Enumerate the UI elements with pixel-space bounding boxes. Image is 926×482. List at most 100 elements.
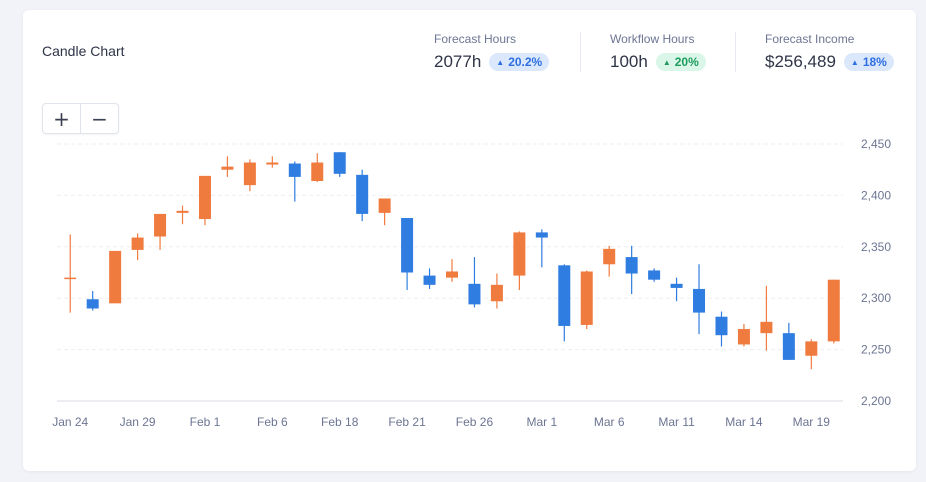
stat-forecast-income: Forecast Income $256,489 ▲ 18% (765, 32, 894, 72)
candle[interactable] (490, 273, 503, 309)
candle[interactable] (333, 152, 346, 177)
stat-value: 2077h (434, 52, 482, 71)
y-tick-label: 2,350 (861, 240, 891, 254)
candle[interactable] (648, 268, 661, 282)
candle[interactable] (446, 259, 458, 282)
candle[interactable] (513, 231, 526, 290)
stat-label: Forecast Hours (434, 32, 517, 46)
candle-body (86, 299, 99, 309)
candle-body (715, 316, 728, 336)
stat-workflow-hours: Workflow Hours 100h ▲ 20% (610, 32, 706, 72)
candle-body (648, 270, 661, 280)
candle[interactable] (266, 156, 279, 168)
candle-body (109, 250, 122, 304)
arrow-up-icon: ▲ (662, 57, 671, 67)
stat-label: Forecast Income (765, 32, 855, 46)
candle-body (535, 232, 548, 238)
candle[interactable] (401, 218, 414, 290)
change-badge: ▲ 20.2% (489, 53, 550, 71)
candle[interactable] (198, 175, 211, 226)
candle[interactable] (109, 250, 122, 304)
candle-body (446, 271, 458, 278)
candle[interactable] (288, 161, 301, 202)
x-tick-label: Feb 6 (257, 415, 288, 429)
x-tick-label: Feb 26 (456, 415, 494, 429)
candle[interactable] (468, 257, 481, 308)
candle-body (827, 279, 840, 342)
candle-body (378, 198, 391, 213)
candle[interactable] (243, 159, 256, 192)
stat-value: $256,489 (765, 52, 836, 71)
candle[interactable] (805, 339, 818, 370)
x-tick-label: Mar 11 (658, 415, 695, 429)
candle[interactable] (580, 270, 593, 330)
candle[interactable] (311, 153, 324, 183)
candle[interactable] (737, 323, 750, 347)
candle[interactable] (670, 277, 683, 302)
x-tick-label: Mar 14 (725, 415, 763, 429)
candle-body (468, 283, 481, 305)
candle-body (513, 232, 526, 276)
candle-body (625, 257, 638, 274)
x-tick-label: Jan 24 (52, 415, 88, 429)
change-badge: ▲ 20% (655, 53, 706, 71)
candle[interactable] (131, 233, 144, 261)
candle[interactable] (423, 268, 436, 289)
candle[interactable] (782, 322, 795, 360)
arrow-up-icon: ▲ (496, 57, 505, 67)
candle[interactable] (715, 311, 728, 347)
x-tick-label: Feb 18 (321, 415, 359, 429)
candle[interactable] (356, 169, 369, 222)
candle[interactable] (535, 229, 548, 268)
candle-body (221, 166, 234, 170)
y-tick-label: 2,200 (861, 394, 891, 408)
zoom-in-button[interactable]: + (53, 106, 70, 131)
stat-divider (580, 32, 581, 72)
candle-body (356, 174, 369, 214)
candle-body (266, 162, 279, 165)
candle-body (782, 333, 795, 360)
candle-body (805, 341, 818, 356)
candle[interactable] (221, 156, 234, 177)
candle[interactable] (827, 279, 840, 344)
arrow-up-icon: ▲ (850, 57, 859, 67)
candle-body (737, 329, 750, 345)
candle-body (580, 271, 593, 325)
x-tick-label: Feb 1 (190, 415, 221, 429)
candle[interactable] (558, 264, 571, 342)
candle[interactable] (64, 234, 77, 313)
y-tick-label: 2,300 (861, 291, 891, 305)
candle-body (558, 265, 571, 326)
x-tick-label: Jan 29 (120, 415, 156, 429)
candle-body (154, 213, 167, 237)
change-badge: ▲ 18% (843, 53, 894, 71)
candle[interactable] (86, 291, 99, 311)
candle[interactable] (378, 198, 391, 226)
candle[interactable] (693, 264, 706, 335)
stat-divider (735, 32, 736, 72)
candle-body (670, 283, 683, 288)
zoom-out-button[interactable]: − (80, 104, 118, 133)
change-value: 20% (674, 55, 699, 69)
x-tick-label: Mar 6 (594, 415, 625, 429)
change-value: 20.2% (508, 55, 543, 69)
candle[interactable] (603, 245, 616, 277)
stat-forecast-hours: Forecast Hours 2077h ▲ 20.2% (434, 32, 550, 72)
candle[interactable] (176, 205, 189, 225)
chart-card: Candle Chart Forecast Hours 2077h ▲ 20.2%… (23, 10, 916, 471)
candle-body (198, 175, 211, 220)
candle-body (401, 218, 414, 273)
candle-body (693, 288, 706, 313)
y-tick-label: 2,400 (861, 188, 891, 202)
x-tick-label: Mar 19 (793, 415, 831, 429)
candle[interactable] (154, 213, 167, 250)
candles (64, 152, 840, 370)
y-axis-ticks: 2,200 2,250 2,300 2,350 2,400 2,450 (861, 137, 891, 408)
stat-label: Workflow Hours (610, 32, 695, 46)
y-tick-label: 2,250 (861, 343, 891, 357)
candle[interactable] (625, 245, 638, 295)
candle-body (423, 275, 436, 285)
candle[interactable] (760, 285, 773, 351)
candle-body (333, 152, 346, 174)
